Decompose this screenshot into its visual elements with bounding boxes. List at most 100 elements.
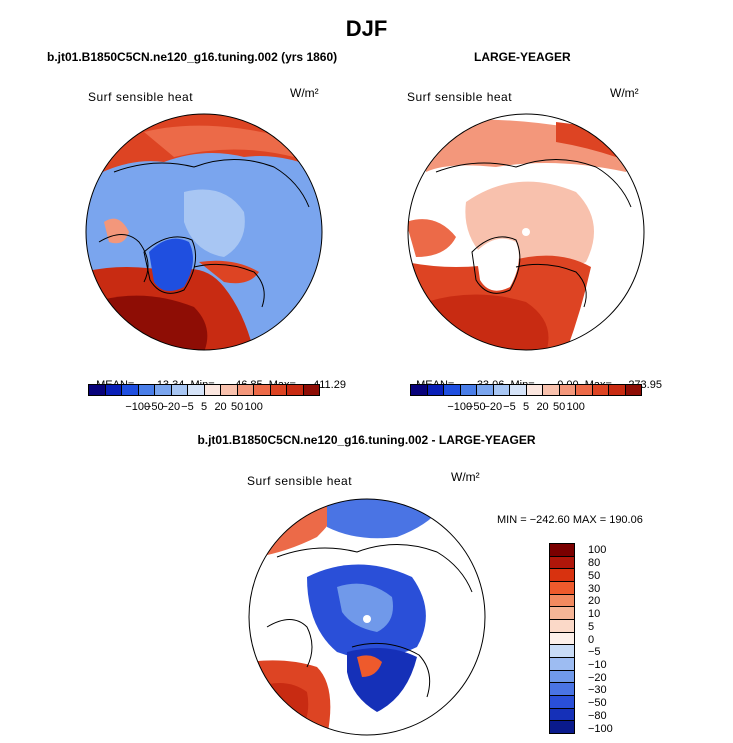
panel1-polar-map [85, 113, 323, 351]
panel1-heading: b.jt01.B1850C5CN.ne120_g16.tuning.002 (y… [47, 50, 338, 64]
panel1-colorbar-swatch [105, 385, 122, 395]
plot-title: DJF [345, 16, 388, 41]
panel1-colorbar-swatch [254, 385, 271, 395]
panel2-tick-label: 20 [536, 401, 549, 413]
panel3-colorbar-swatch [550, 582, 574, 595]
panel3-colorbar-swatch [550, 708, 574, 722]
panel2-tick-label: 50 [553, 401, 566, 413]
panel3-colorbar-swatch [550, 632, 574, 646]
panel3-colorbar-swatch [550, 544, 574, 557]
panel2-greenland [476, 238, 519, 291]
panel3-colorbar-swatch [550, 658, 574, 671]
panel2-colorbar-swatch [543, 385, 560, 395]
panel1-colorbar-swatch [237, 385, 254, 395]
panel1-tick-label: 20 [214, 401, 227, 413]
panel2-colorbar-swatch [559, 385, 576, 395]
panel3-colorbar-swatch [550, 556, 574, 570]
panel1-colorbar [88, 384, 320, 396]
panel1-colorbar-swatch [89, 385, 106, 395]
panel2-colorbar-swatch [427, 385, 444, 395]
panel1-asia-warm2 [144, 125, 294, 157]
panel1-coast3 [98, 234, 149, 283]
panel3-minmax: MIN = −242.60 MAX = 190.06 [497, 514, 643, 526]
panel3-tick-label: 50 [588, 569, 601, 582]
panel1-tick-label: 50 [231, 401, 244, 413]
panel3-map-border [248, 498, 486, 736]
panel3-tick-label: 5 [588, 620, 595, 633]
panel2-colorbar-swatch [460, 385, 477, 395]
panel1-colorbar-swatch [171, 385, 188, 395]
panel1-colorbar-swatch [155, 385, 172, 395]
panel1-colorbar-swatch [204, 385, 221, 395]
panel1-colorbar-swatch [138, 385, 155, 395]
panel1-colorbar-ticks: −100 −50 −20 −5 5 20 50 100 [88, 401, 320, 415]
panel2-tick-label: −20 [483, 401, 503, 413]
panel3-colorbar-swatch [550, 620, 574, 633]
panel3-barents-warm [357, 655, 382, 677]
panel3-colorbar-swatch [550, 721, 574, 734]
panel3-tick-label: −20 [588, 671, 607, 684]
panel3-tick-label: −10 [588, 658, 607, 671]
panel3-colorbar-ticks: 100 80 50 30 20 10 5 0 −5 −10 −20 −30 −50 −80 −100 [588, 543, 628, 734]
panel2-colorbar-swatch [526, 385, 543, 395]
panel1-max-value: 411.29 [313, 379, 346, 391]
panel2-polar-map [407, 113, 645, 351]
panel2-field-label: Surf sensible heat [407, 90, 513, 104]
panel2-tick-label: −5 [503, 401, 516, 413]
panel1-pole-light [184, 189, 245, 257]
panel3-coast2 [266, 619, 313, 668]
panel3-colorbar-swatch [550, 607, 574, 621]
panel2-coast1 [435, 159, 632, 208]
panel2-pacific-left [408, 219, 456, 257]
panel2-colorbar-swatch [609, 385, 626, 395]
panel1-map-border [85, 113, 323, 351]
panel2-colorbar-swatch [493, 385, 510, 395]
panel3-colorbar [549, 543, 575, 734]
panel3-coast1 [276, 544, 473, 593]
panel3-tick-label: −5 [588, 646, 601, 659]
panel3-pole-marker [363, 615, 371, 623]
panel3-colorbar-swatch [550, 683, 574, 697]
panel2-colorbar-swatch [510, 385, 527, 395]
panel3-polar-map [248, 498, 486, 736]
panel3-tick-label: 0 [588, 633, 595, 646]
panel1-colorbar-swatch [270, 385, 287, 395]
panel3-heading: b.jt01.B1850C5CN.ne120_g16.tuning.002 - … [197, 433, 536, 447]
panel2-colorbar-swatch [444, 385, 461, 395]
panel2-colorbar [410, 384, 642, 396]
panel2-colorbar-swatch [411, 385, 428, 395]
panel1-coast4 [193, 263, 265, 308]
panel1-tick-label: −20 [161, 401, 181, 413]
panel1-colorbar-swatch [303, 385, 319, 395]
panel3-colorbar-swatch [550, 670, 574, 684]
panel1-coast1 [113, 159, 310, 208]
panel3-atlantic-core [257, 683, 309, 735]
panel1-tick-label: 5 [200, 401, 208, 413]
panel3-colorbar-swatch [550, 645, 574, 659]
panel2-colorbar-ticks: −100 −50 −20 −5 5 20 50 100 [410, 401, 642, 415]
panel2-map-border [407, 113, 645, 351]
panel2-coast3 [515, 263, 587, 308]
panel2-units: W/m² [610, 86, 639, 100]
panel3-tick-label: 80 [588, 557, 601, 570]
panel1-colorbar-swatch [188, 385, 205, 395]
panel2-pole-marker [522, 228, 530, 236]
panel1-colorbar-swatch [221, 385, 238, 395]
panel1-field-label: Surf sensible heat [88, 90, 194, 104]
panel2-colorbar-swatch [625, 385, 641, 395]
panel3-colorbar-swatch [550, 569, 574, 583]
panel1-colorbar-swatch [287, 385, 304, 395]
panel1-tick-label: 100 [244, 401, 263, 413]
panel2-colorbar-swatch [576, 385, 593, 395]
panel1-tick-label: −100 [125, 401, 151, 413]
panel3-colorbar-swatch [550, 696, 574, 709]
panel2-heading: LARGE-YEAGER [474, 50, 571, 64]
panel3-tick-label: 10 [588, 608, 601, 621]
panel3-tick-label: −80 [588, 709, 607, 722]
panel3-tick-label: 20 [588, 595, 601, 608]
panel3-tick-label: −50 [588, 697, 607, 710]
panel3-tick-label: −30 [588, 684, 607, 697]
panel2-tick-label: 5 [522, 401, 530, 413]
panel1-tick-label: −5 [181, 401, 194, 413]
panel3-tick-label: 30 [588, 582, 601, 595]
